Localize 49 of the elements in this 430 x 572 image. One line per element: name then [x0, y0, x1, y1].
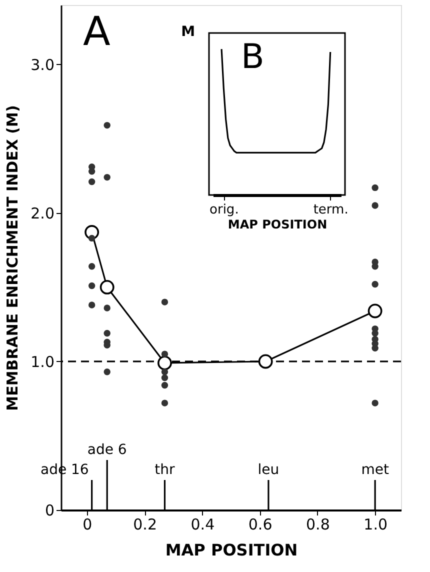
point	[88, 168, 96, 175]
point	[161, 298, 168, 306]
x-tick-label: 0.6	[248, 516, 272, 534]
y-tick-label: 1.0	[30, 352, 54, 371]
y-axis-title: M	[181, 24, 195, 40]
y-axis-title: MEMBRANE ENRICHMENT INDEX (M)	[4, 105, 22, 411]
annotation: B	[241, 37, 264, 77]
point	[372, 280, 378, 288]
point	[88, 302, 96, 308]
point	[88, 282, 96, 290]
x-tick-label: 0.8	[306, 516, 330, 534]
ref-line-label: met	[361, 462, 390, 478]
y-tick-label: 2.0	[30, 204, 54, 222]
ref-line-label: thr	[154, 462, 176, 478]
point	[372, 202, 378, 209]
ref-line-label: leu	[258, 462, 280, 478]
point	[372, 400, 378, 406]
point	[88, 263, 96, 270]
point	[104, 330, 110, 337]
x-tick-label: 0.4	[190, 516, 215, 534]
x-axis-title: MAP POSITION	[228, 218, 328, 232]
x-tick-label: 1.0	[364, 516, 388, 534]
point	[100, 280, 114, 294]
point	[161, 400, 168, 406]
point	[161, 374, 168, 382]
point	[258, 354, 273, 369]
x-tick-label: 0	[82, 516, 92, 534]
ref-line-label: ade 6	[87, 442, 127, 458]
y-tick-label: 0	[44, 502, 54, 520]
point	[368, 304, 382, 318]
point	[372, 344, 378, 352]
x-tick-label: orig.	[210, 202, 239, 218]
x-axis-title: MAP POSITION	[165, 540, 298, 560]
annotation: A	[83, 9, 111, 55]
point	[88, 234, 96, 242]
point	[104, 304, 110, 312]
x-tick-label: 0.2	[133, 516, 157, 534]
point	[104, 122, 110, 129]
point	[104, 174, 110, 181]
x-tick-label: term.	[313, 202, 348, 218]
point	[88, 178, 96, 186]
y-tick-label: 3.0	[30, 56, 54, 74]
point	[372, 263, 378, 270]
point	[104, 368, 110, 376]
point	[372, 184, 378, 192]
point	[161, 350, 168, 358]
point	[161, 382, 168, 389]
point	[158, 356, 172, 370]
point	[161, 368, 168, 376]
